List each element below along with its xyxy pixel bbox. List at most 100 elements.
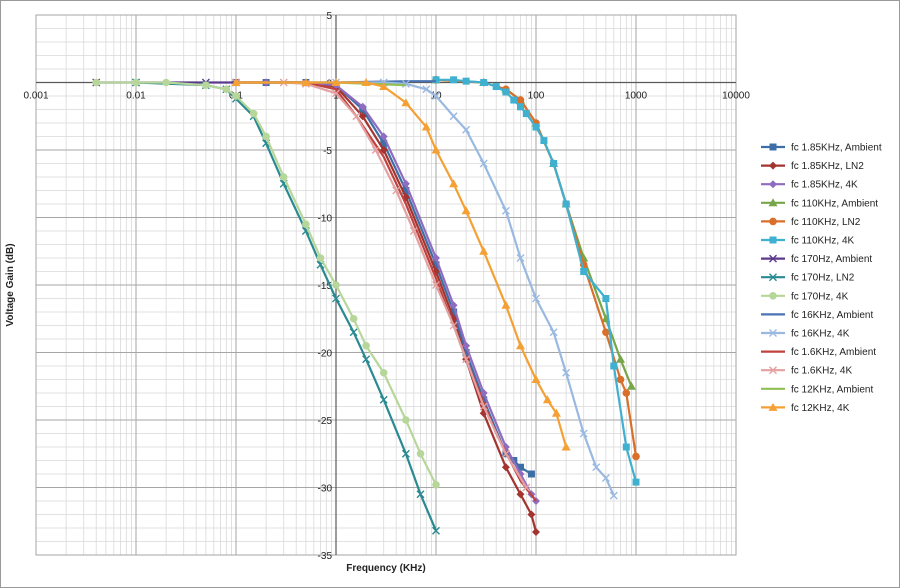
data-point <box>601 474 610 483</box>
data-point <box>449 301 458 310</box>
y-tick-label: -25 <box>318 416 333 427</box>
data-point <box>479 246 489 255</box>
data-point <box>392 186 401 195</box>
legend-marker <box>769 161 777 170</box>
data-point <box>362 341 370 350</box>
series-line <box>135 81 438 532</box>
legend-marker <box>769 273 777 282</box>
legend-item: fc 110KHz, 4K <box>761 236 855 247</box>
legend: fc 1.85KHz, Ambient fc 1.85KHz, LN2 fc 1.8… <box>761 143 882 414</box>
data-point <box>380 139 388 147</box>
plot-area-border <box>35 14 737 556</box>
data-point <box>332 89 340 98</box>
data-point <box>302 220 310 229</box>
data-point <box>92 78 101 87</box>
data-point <box>371 146 380 154</box>
data-point <box>510 96 518 104</box>
data-point <box>461 206 471 215</box>
series-8 <box>92 78 440 489</box>
legend-item: fc 1.85KHz, 4K <box>761 180 858 191</box>
legend-label: fc 1.6KHz, 4K <box>791 366 852 377</box>
data-point <box>416 490 425 499</box>
legend-label: fc 1.6KHz, Ambient <box>791 347 876 358</box>
series-layer <box>92 75 640 537</box>
legend-label: fc 110KHz, Ambient <box>791 198 878 209</box>
x-tick-label: 0.01 <box>126 91 146 102</box>
data-point <box>549 328 558 337</box>
legend-label: fc 12KHz, Ambient <box>791 384 873 395</box>
y-tick-label: -20 <box>318 349 333 360</box>
data-point <box>422 85 431 94</box>
data-point <box>379 368 388 377</box>
legend-marker <box>769 366 777 375</box>
data-point <box>232 92 240 100</box>
data-point <box>502 88 510 96</box>
legend-item: fc 1.6KHz, 4K <box>761 366 852 377</box>
data-point <box>202 81 210 89</box>
legend-label: fc 170Hz, Ambient <box>791 254 872 265</box>
data-point <box>516 96 525 104</box>
series-2 <box>232 78 540 505</box>
data-point <box>449 112 458 121</box>
data-point <box>532 528 540 537</box>
y-tick-label: -35 <box>318 551 333 562</box>
data-point <box>431 145 441 154</box>
data-point <box>379 82 389 91</box>
data-point <box>562 368 571 377</box>
legend-item: fc 1.6KHz, Ambient <box>761 347 876 358</box>
data-point <box>610 362 618 370</box>
x-tick-label: 100 <box>528 91 545 102</box>
legend-item: fc 1.85KHz, Ambient <box>761 143 882 154</box>
y-tick-label: -5 <box>323 146 332 157</box>
legend-item: fc 110KHz, Ambient <box>761 198 878 209</box>
legend-item: fc 16KHz, Ambient <box>761 310 873 321</box>
data-point <box>616 375 625 384</box>
legend-item: fc 170Hz, 4K <box>761 291 849 302</box>
data-point <box>432 526 440 535</box>
data-point <box>479 402 488 411</box>
data-point <box>301 78 311 86</box>
data-point <box>480 396 488 404</box>
y-tick-label: -15 <box>318 281 333 292</box>
data-point <box>550 160 558 167</box>
data-point <box>542 395 552 404</box>
legend-marker <box>768 402 778 411</box>
data-point <box>479 159 488 168</box>
data-point <box>501 449 510 458</box>
data-point <box>522 483 531 492</box>
x-tick-label: 0.001 <box>23 91 48 102</box>
legend-label: fc 12KHz, 4K <box>791 403 850 414</box>
data-point <box>616 354 626 363</box>
data-point <box>602 328 610 337</box>
data-point <box>231 78 241 86</box>
legend-marker <box>769 180 777 189</box>
y-axis-title: Voltage Gain (dB) <box>5 243 16 326</box>
data-point <box>331 78 341 86</box>
data-point <box>349 314 358 323</box>
data-point <box>540 137 548 145</box>
data-point <box>531 375 541 383</box>
data-point <box>632 478 640 486</box>
legend-marker <box>769 143 777 151</box>
x-tick-label: 1000 <box>625 91 648 102</box>
data-point <box>462 125 471 134</box>
x-tick-label: 1 <box>333 91 339 102</box>
plot-border <box>35 14 737 556</box>
data-point <box>432 481 440 489</box>
data-point <box>401 98 411 107</box>
data-point <box>361 78 371 86</box>
data-point <box>409 227 418 235</box>
data-point <box>421 122 431 131</box>
data-point <box>580 268 588 275</box>
data-point <box>462 341 471 350</box>
y-tick-label: -30 <box>318 484 333 495</box>
series-line <box>236 81 528 489</box>
data-point <box>279 173 288 181</box>
data-point <box>632 452 640 461</box>
data-point <box>592 463 601 472</box>
data-point <box>432 76 440 84</box>
data-point <box>562 200 570 208</box>
legend-item: fc 170Hz, Ambient <box>761 254 872 265</box>
data-point <box>527 510 536 519</box>
data-point <box>450 76 458 84</box>
